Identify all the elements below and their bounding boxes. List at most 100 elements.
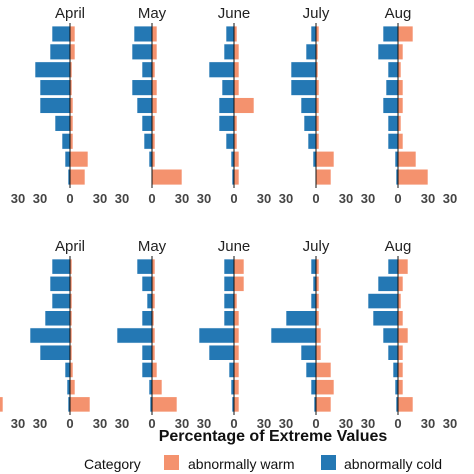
bar-cold [136,97,153,114]
bar-cold [136,258,153,275]
x-tick-label: 0 [312,191,319,206]
x-tick-label: 0 [148,191,155,206]
bar-warm [151,79,158,96]
bar-cold [387,344,399,361]
panel-2-3: May 30 0 30 [115,238,189,431]
x-tick-label: 30 [421,416,435,431]
x-tick-label: 30 [279,191,293,206]
bar-warm [233,168,240,186]
bar-cold [64,150,71,168]
panel-title: April [55,238,85,255]
bar-cold [305,362,317,378]
panel-2-7: S30030 [443,416,457,431]
bar-warm [397,275,404,292]
bar-cold [208,344,235,361]
bar-warm [233,362,240,378]
panel-1-4: June 30 0 30 [197,5,271,206]
bar-warm [69,168,86,186]
bar-cold [141,275,153,292]
bar-warm [397,344,404,361]
panel-2-6: Aug 30 0 30 [361,238,435,431]
panel-2-2: April 30 0 30 [29,238,107,431]
bar-cold [310,258,317,275]
panel-2-5: July 30 0 30 [270,238,353,431]
bar-warm [233,275,245,292]
x-tick-label: 30 [93,191,107,206]
bar-warm [397,168,429,186]
bar-cold [116,327,153,344]
bar-cold [223,310,235,327]
bar-cold [387,258,399,275]
x-tick-label: 30 [443,191,457,206]
bar-warm [151,362,158,378]
bar-cold [141,115,153,132]
bar-cold [133,25,153,43]
x-tick-label: 0 [394,416,401,431]
x-tick-label: 30 [33,416,47,431]
x-tick-label: 30 [339,416,353,431]
x-tick-label: 0 [230,416,237,431]
bar-cold [377,43,399,61]
bar-cold [223,293,235,309]
bar-cold [218,115,235,132]
x-tick-label: 0 [394,191,401,206]
bar-warm [233,396,240,413]
bar-warm [315,362,332,378]
bar-warm [151,379,163,396]
bar-cold [223,43,235,61]
legend-title: Category [84,456,141,472]
bar-cold [300,344,317,361]
bar-warm [151,97,158,114]
bar-warm [233,61,240,78]
bar-warm [397,150,417,168]
panel-title: June [218,5,251,22]
bar-warm [315,344,322,361]
bar-cold [49,275,71,292]
bar-warm [151,43,158,61]
panel-2-4: June 30 0 30 [197,238,271,431]
x-tick-label: 0 [148,416,155,431]
x-tick-label: 30 [443,416,457,431]
bar-warm [315,379,335,396]
x-tick-label: 30 [11,191,25,206]
bar-warm [69,150,89,168]
panels-layer: h30030April30030May30030June30030July300… [0,5,457,431]
x-tick-label: 30 [93,416,107,431]
bar-cold [372,310,399,327]
bar-cold [146,293,153,309]
bar-cold [392,362,399,378]
panel-title: Aug [385,238,412,255]
bar-cold [310,379,317,396]
x-tick-label: 30 [175,416,189,431]
bar-cold [54,115,71,132]
bar-cold [141,310,153,327]
bar-cold [39,344,71,361]
bar-cold [49,43,71,61]
bar-cold [387,61,399,78]
bar-cold [64,362,71,378]
bar-warm [397,362,404,378]
bar-warm [315,168,332,186]
panel-1-2: April 30 0 30 [33,5,107,206]
x-tick-label: 30 [175,191,189,206]
x-tick-label: 30 [115,416,129,431]
bar-cold [377,275,399,292]
bar-cold [303,115,317,132]
bar-cold [141,344,153,361]
bar-warm [233,258,245,275]
bar-cold [290,61,317,78]
x-axis-title: Percentage of Extreme Values [159,428,388,445]
x-tick-label: 30 [115,191,129,206]
bar-warm [151,168,183,186]
bar-cold [225,133,235,150]
bar-cold [141,362,153,378]
bar-warm [397,327,409,344]
bar-cold [310,293,317,309]
panel-1-5: July 30 0 30 [279,5,353,206]
bar-cold [208,61,235,78]
panel-title: May [138,5,167,22]
bar-cold [385,79,399,96]
bar-warm [397,310,404,327]
